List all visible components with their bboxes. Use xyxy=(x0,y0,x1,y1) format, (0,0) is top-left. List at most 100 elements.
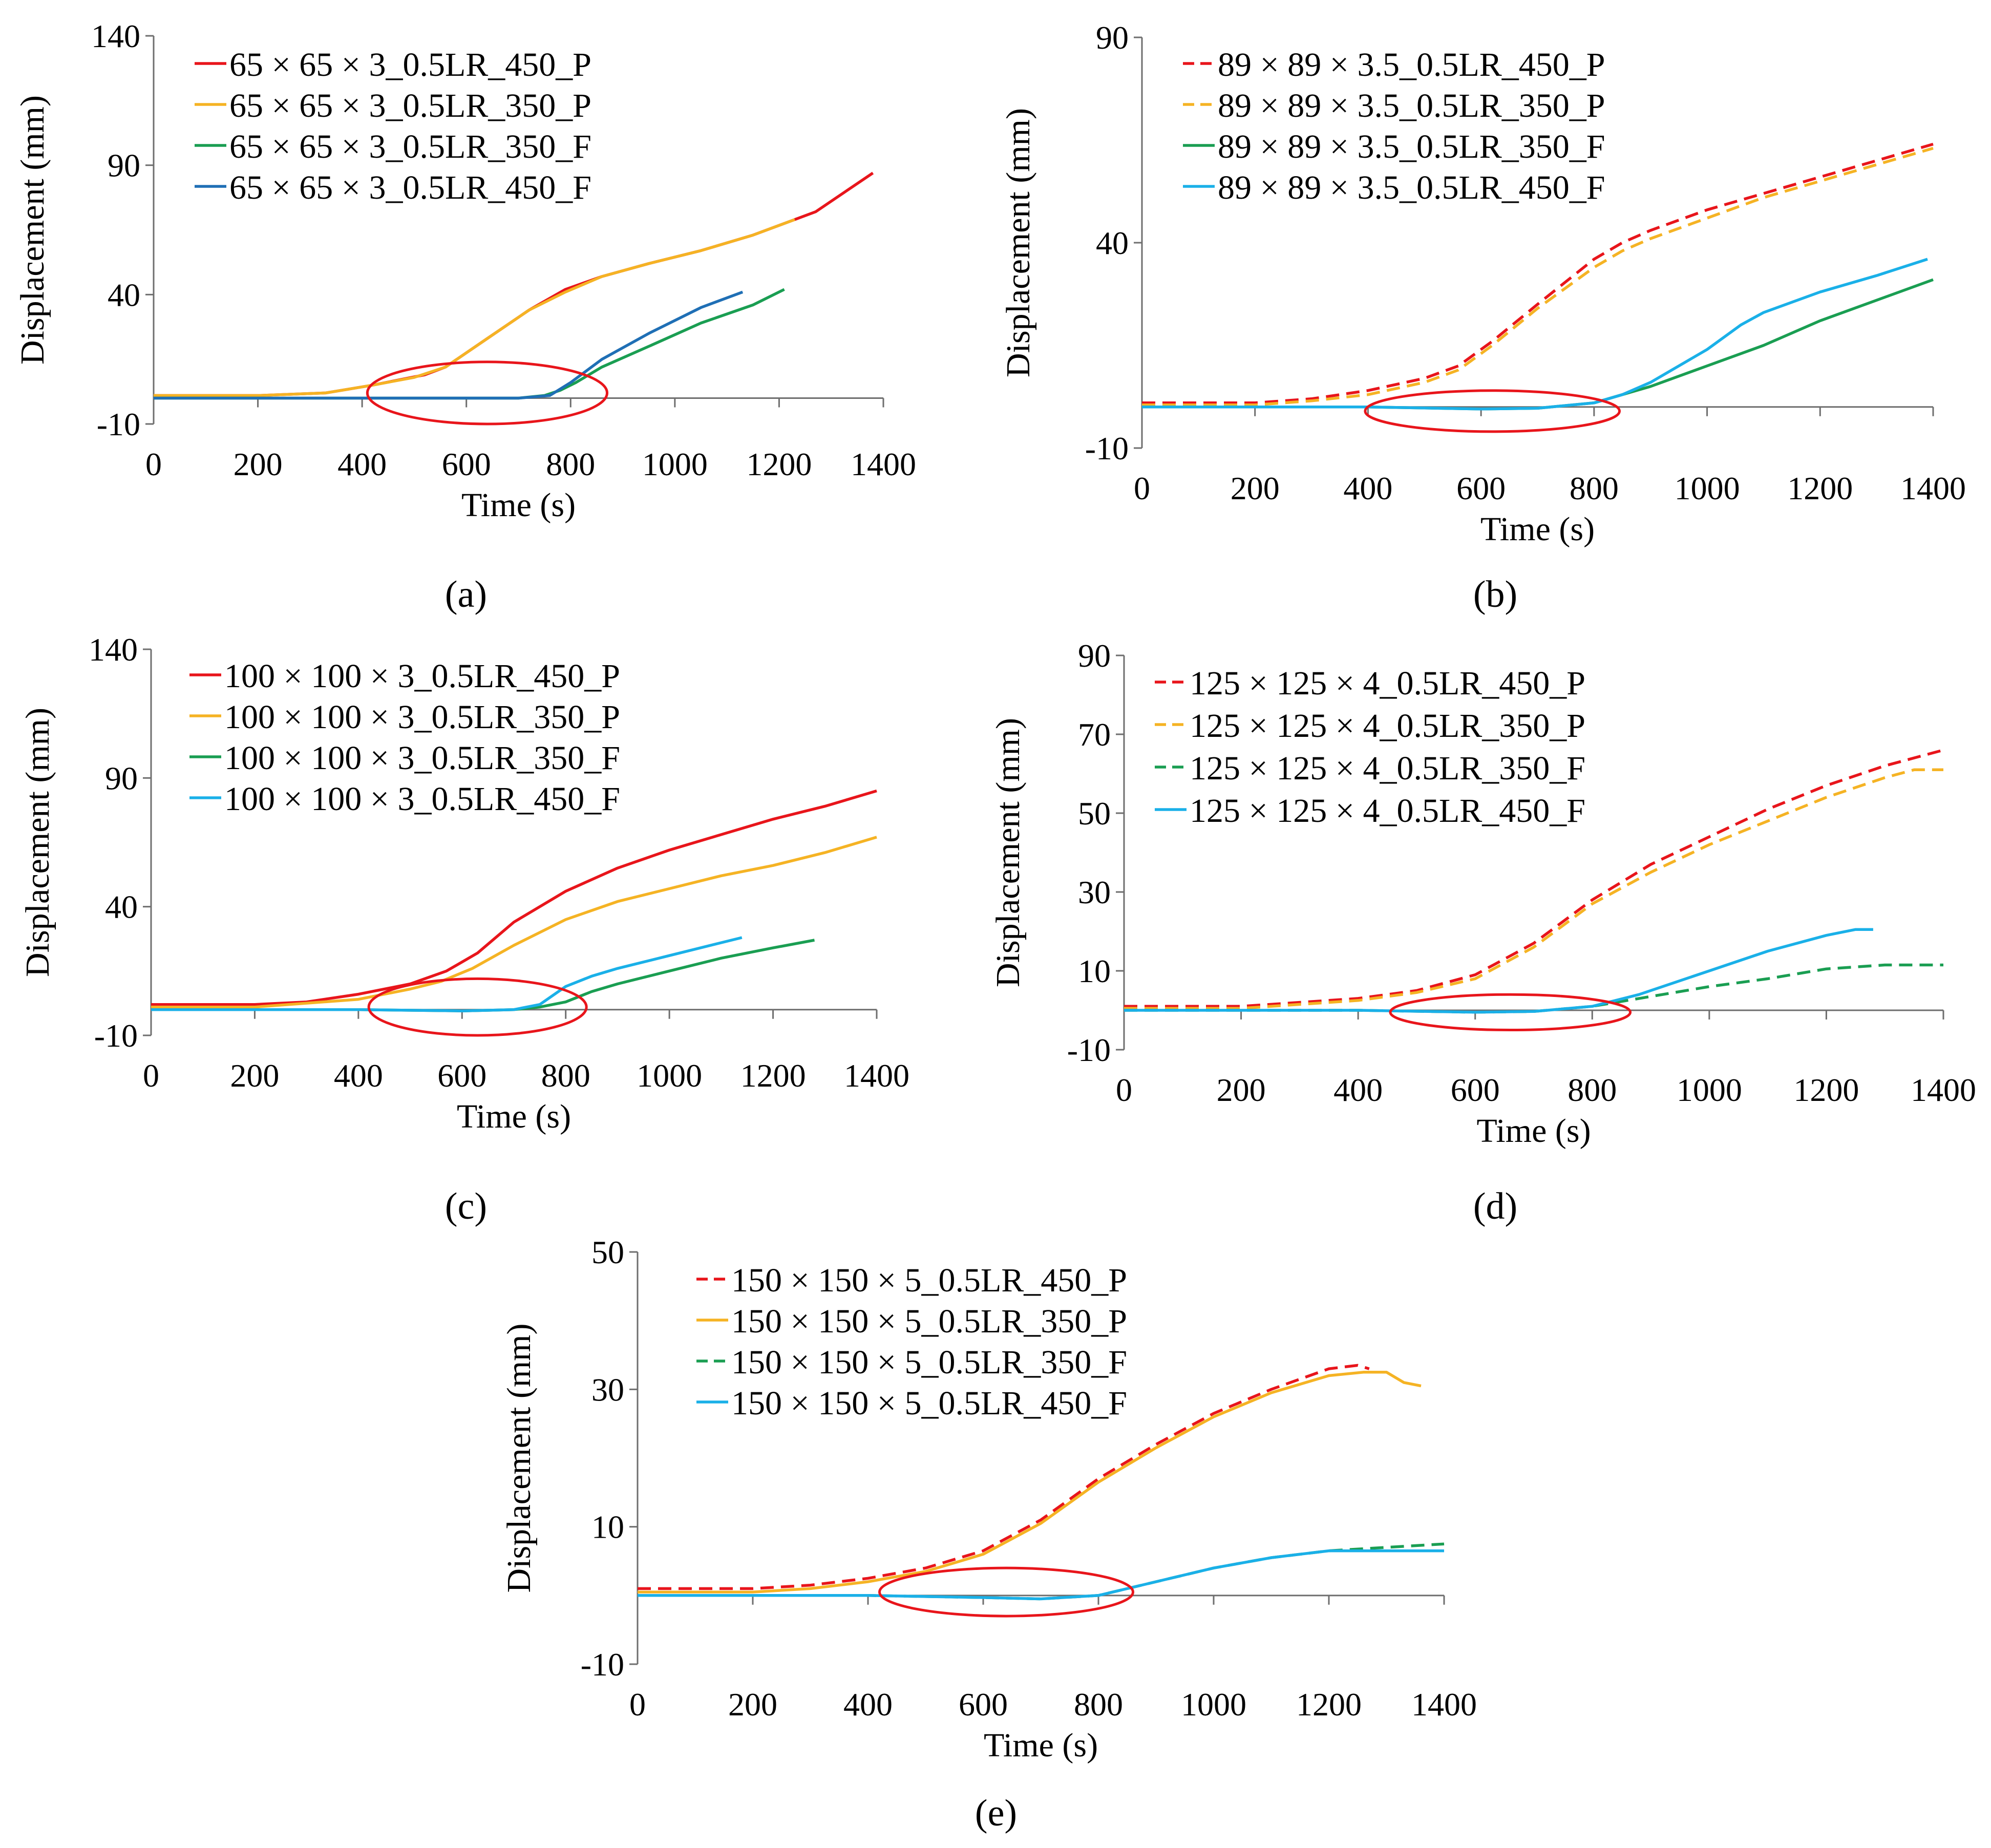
y-axis-title: Displacement (mm) xyxy=(19,708,56,977)
y-tick-label: 30 xyxy=(591,1371,624,1408)
x-axis-title: Time (s) xyxy=(1476,1112,1591,1150)
series-line-1 xyxy=(1124,750,1943,1007)
legend-label: 150 × 150 × 5_0.5LR_450_P xyxy=(731,1262,1127,1299)
y-tick-label: 50 xyxy=(1078,795,1111,832)
x-tick-label: 0 xyxy=(145,446,162,482)
y-tick-label: 10 xyxy=(591,1509,624,1545)
y-tick-label: 50 xyxy=(591,1234,624,1270)
x-tick-label: 600 xyxy=(1456,470,1506,506)
y-axis-title: Displacement (mm) xyxy=(989,718,1027,987)
y-tick-label: 90 xyxy=(105,760,138,796)
x-tick-label: 600 xyxy=(959,1686,1008,1723)
y-tick-label: 40 xyxy=(1096,225,1129,261)
panel-caption: (d) xyxy=(1473,1185,1517,1227)
x-tick-label: 200 xyxy=(1231,470,1280,506)
series-line-3 xyxy=(151,940,815,1011)
y-tick-label: -10 xyxy=(1067,1032,1111,1068)
y-tick-label: 90 xyxy=(1078,638,1111,674)
x-tick-label: 0 xyxy=(143,1057,159,1094)
y-tick-label: 140 xyxy=(89,631,138,668)
x-tick-label: 0 xyxy=(1116,1072,1132,1108)
y-tick-label: -10 xyxy=(97,406,140,442)
x-tick-label: 200 xyxy=(728,1686,777,1723)
x-tick-label: 600 xyxy=(442,446,491,482)
y-tick-label: 40 xyxy=(108,277,140,313)
x-axis-title: Time (s) xyxy=(1480,511,1595,548)
legend-label: 65 × 65 × 3_0.5LR_450_P xyxy=(229,46,591,83)
panel-d: -10 10 30 50 70 90 0 200 400 600 800 1000 1200 1400 Ti… xyxy=(989,638,1976,1227)
x-tick-label: 1200 xyxy=(746,446,812,482)
y-axis-title: Displacement (mm) xyxy=(14,95,51,365)
y-tick-label: 40 xyxy=(105,889,138,925)
x-tick-label: 1200 xyxy=(1793,1072,1859,1108)
x-tick-label: 1400 xyxy=(844,1057,909,1094)
legend-label: 100 × 100 × 3_0.5LR_450_F xyxy=(224,780,620,818)
legend-label: 100 × 100 × 3_0.5LR_350_F xyxy=(224,739,620,777)
legend-label: 89 × 89 × 3.5_0.5LR_450_F xyxy=(1218,169,1605,206)
y-axis-title: Displacement (mm) xyxy=(1000,108,1037,377)
x-tick-label: 1400 xyxy=(1900,470,1966,506)
panel-caption: (a) xyxy=(445,573,487,615)
x-tick-label: 400 xyxy=(334,1057,383,1094)
series-line-4 xyxy=(1142,259,1928,409)
legend-label: 125 × 125 × 4_0.5LR_450_F xyxy=(1190,792,1585,830)
legend-label: 65 × 65 × 3_0.5LR_350_F xyxy=(229,128,591,165)
legend-label: 150 × 150 × 5_0.5LR_450_F xyxy=(731,1385,1127,1422)
x-tick-label: 400 xyxy=(1343,470,1392,506)
legend-label: 125 × 125 × 4_0.5LR_350_P xyxy=(1190,707,1585,745)
legend-label: 65 × 65 × 3_0.5LR_450_F xyxy=(229,169,591,206)
panel-caption: (b) xyxy=(1473,573,1517,615)
x-tick-label: 0 xyxy=(1134,470,1150,506)
x-tick-label: 600 xyxy=(1451,1072,1500,1108)
x-tick-label: 1200 xyxy=(740,1057,806,1094)
x-tick-label: 1200 xyxy=(1296,1686,1362,1723)
x-tick-label: 1000 xyxy=(1181,1686,1246,1723)
x-tick-label: 600 xyxy=(437,1057,486,1094)
legend-label: 100 × 100 × 3_0.5LR_350_P xyxy=(224,698,620,736)
y-tick-label: -10 xyxy=(581,1646,624,1683)
y-tick-label: 10 xyxy=(1078,953,1111,989)
series-line-3 xyxy=(154,289,785,398)
x-tick-label: 1000 xyxy=(1675,470,1740,506)
y-axis-title: Displacement (mm) xyxy=(500,1323,538,1592)
x-tick-label: 200 xyxy=(230,1057,279,1094)
y-tick-label: 90 xyxy=(108,147,140,184)
x-tick-label: 1400 xyxy=(851,446,916,482)
panel-caption: (e) xyxy=(975,1792,1017,1834)
legend-label: 89 × 89 × 3.5_0.5LR_450_P xyxy=(1218,46,1605,83)
legend-label: 65 × 65 × 3_0.5LR_350_P xyxy=(229,87,591,124)
x-axis-title: Time (s) xyxy=(984,1727,1098,1764)
x-tick-label: 400 xyxy=(337,446,387,482)
y-tick-label: 140 xyxy=(91,18,140,54)
x-tick-label: 1000 xyxy=(637,1057,702,1094)
legend-label: 89 × 89 × 3.5_0.5LR_350_P xyxy=(1218,87,1605,124)
x-tick-label: 400 xyxy=(843,1686,893,1723)
y-tick-label: 90 xyxy=(1096,19,1129,56)
x-tick-label: 800 xyxy=(1568,1072,1617,1108)
x-tick-label: 800 xyxy=(1074,1686,1123,1723)
legend-label: 125 × 125 × 4_0.5LR_350_F xyxy=(1190,750,1585,787)
highlight-ellipse xyxy=(880,1568,1133,1616)
series-line-4 xyxy=(1124,929,1873,1012)
legend-label: 100 × 100 × 3_0.5LR_450_P xyxy=(224,657,620,695)
highlight-ellipse xyxy=(369,979,586,1035)
highlight-ellipse xyxy=(367,362,607,424)
y-tick-label: -10 xyxy=(1085,430,1129,466)
series-line-3 xyxy=(1142,280,1933,409)
x-tick-label: 1400 xyxy=(1411,1686,1477,1723)
x-tick-label: 1000 xyxy=(1677,1072,1742,1108)
x-tick-label: 0 xyxy=(629,1686,646,1723)
x-axis-title: Time (s) xyxy=(457,1098,571,1135)
x-tick-label: 800 xyxy=(1570,470,1619,506)
y-tick-label: 30 xyxy=(1078,874,1111,910)
highlight-ellipse xyxy=(1365,391,1620,432)
x-tick-label: 800 xyxy=(546,446,595,482)
x-axis-title: Time (s) xyxy=(461,486,576,524)
series-line-1 xyxy=(151,791,877,1005)
x-tick-label: 1000 xyxy=(642,446,708,482)
legend-label: 150 × 150 × 5_0.5LR_350_F xyxy=(731,1344,1127,1381)
panel-b: -10 40 90 0 200 400 600 800 1000 1200 1400 Time (s)… xyxy=(1000,19,1966,615)
x-tick-label: 400 xyxy=(1333,1072,1383,1108)
